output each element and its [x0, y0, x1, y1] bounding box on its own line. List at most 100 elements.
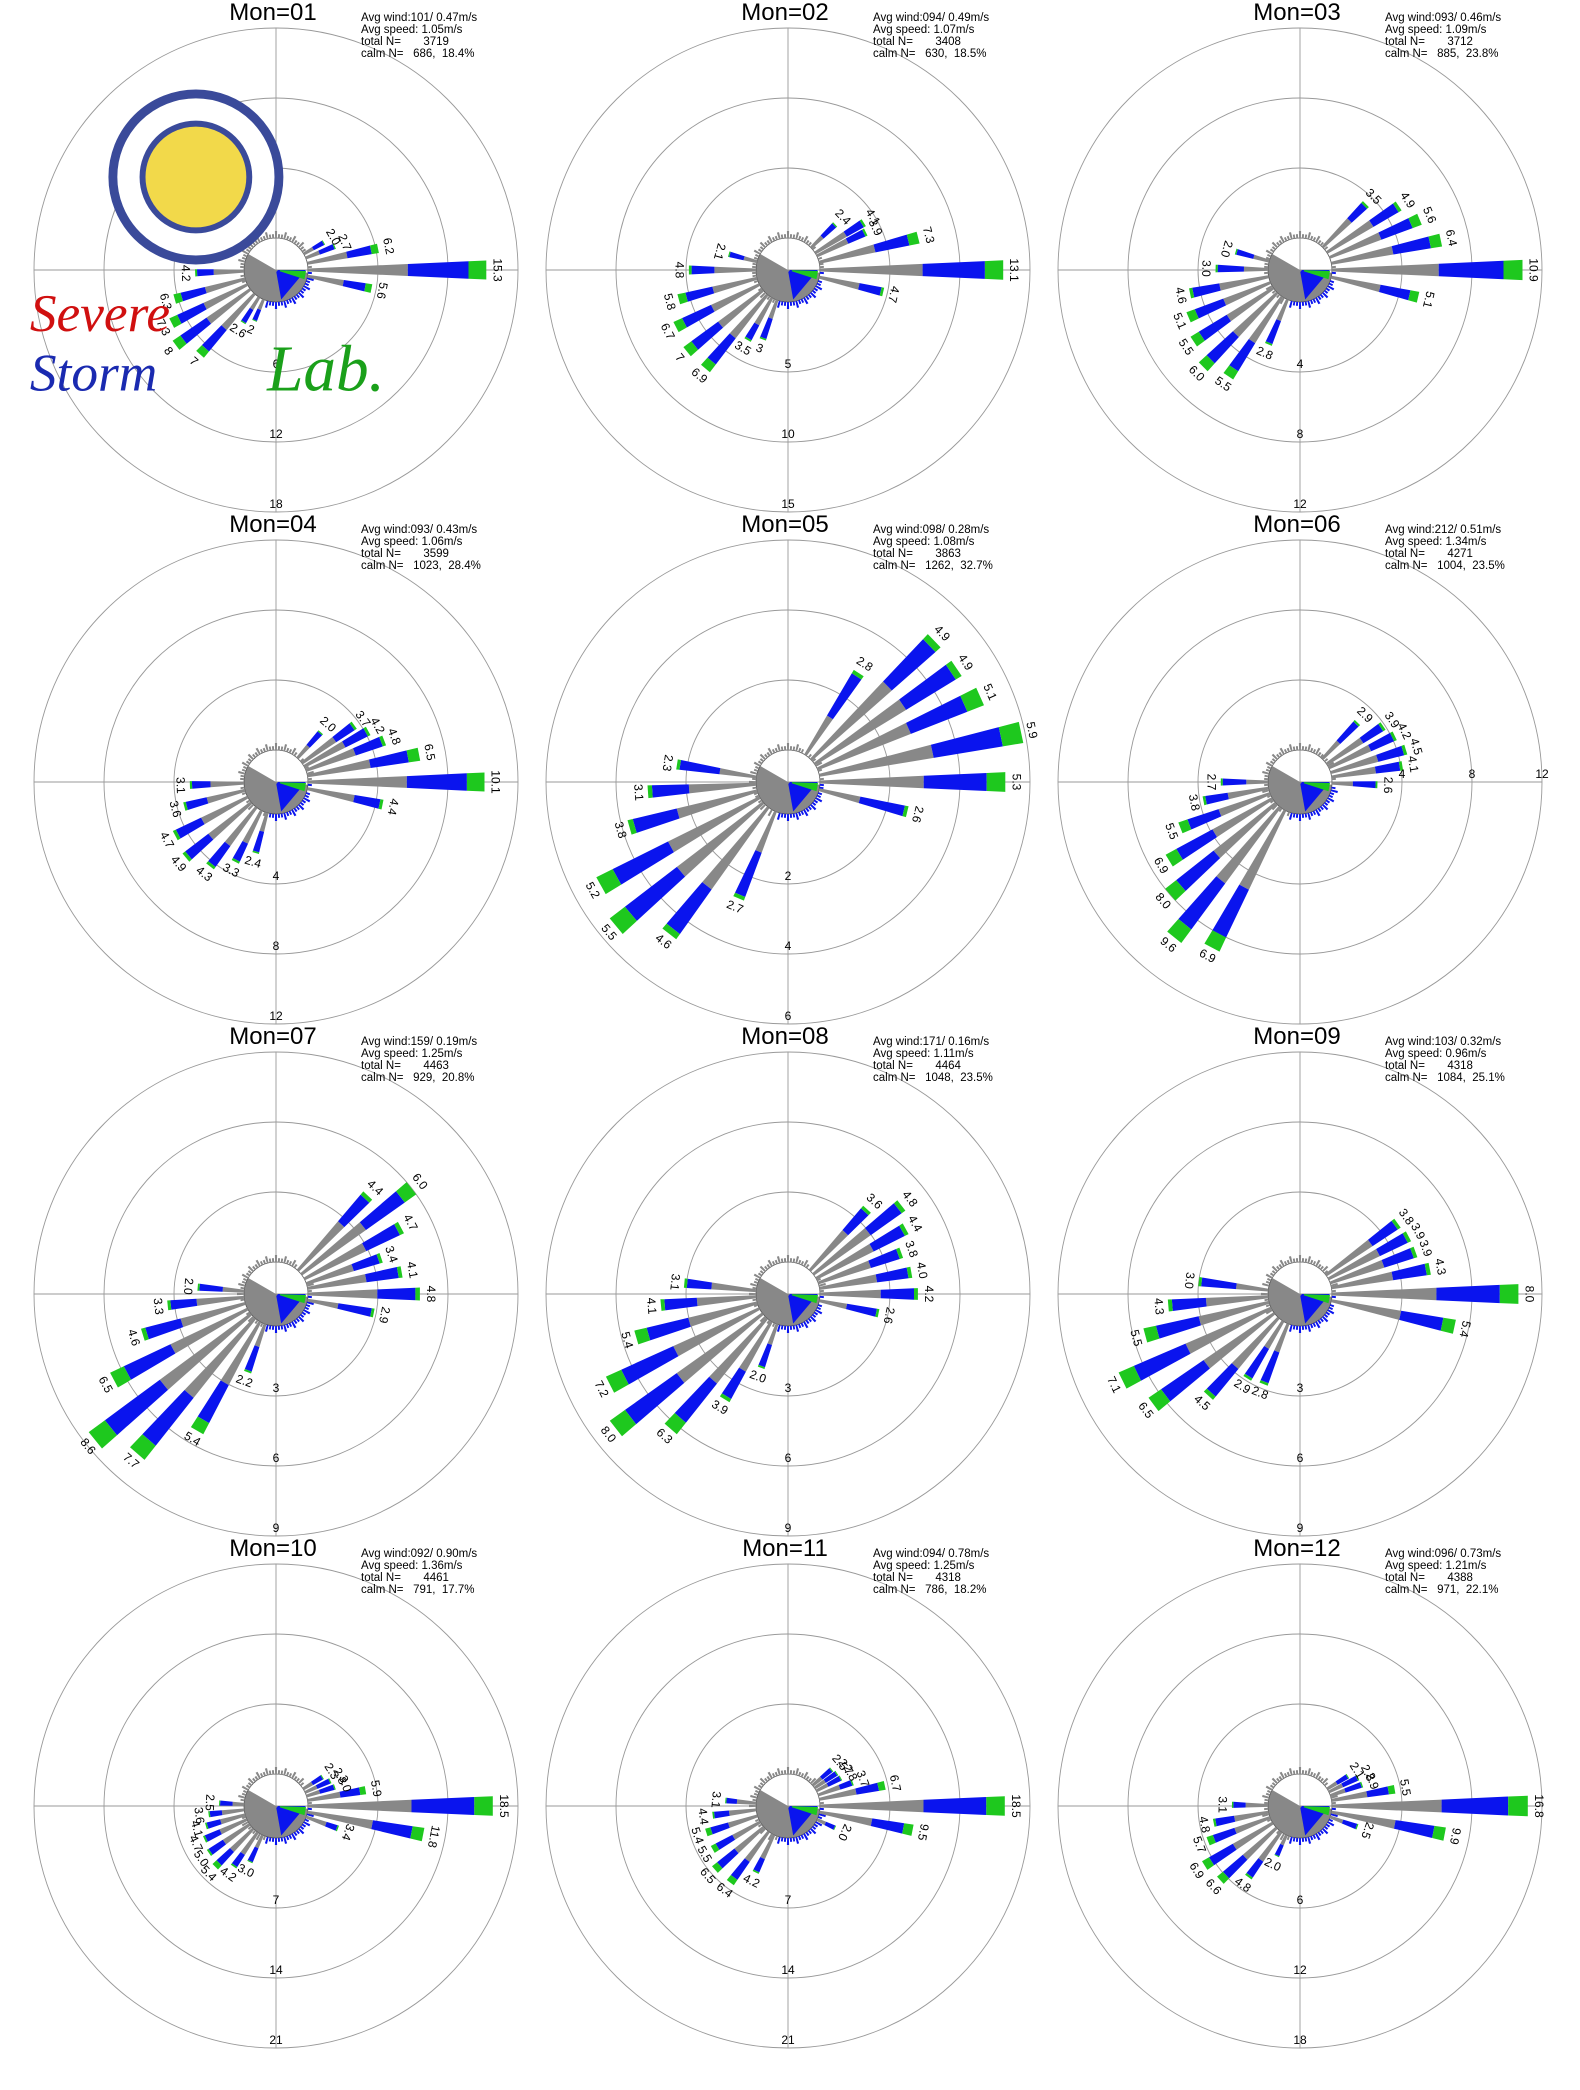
- minor-bar: [291, 1321, 297, 1329]
- wind-rose-svg: 4.84.13.44.76.04.42.92.25.47.78.66.54.63…: [33, 1051, 519, 1537]
- minor-bar: [1265, 1792, 1271, 1796]
- bar-segment-low: [819, 1810, 873, 1826]
- minor-bar: [1262, 770, 1270, 775]
- bar-value-label: 4.9: [955, 651, 976, 673]
- calm-speed-wedge: [788, 1294, 818, 1324]
- bar-segment-mid: [318, 244, 335, 255]
- minor-bar: [305, 280, 311, 284]
- minor-bar: [759, 241, 766, 248]
- bar-value-label: 5.4: [688, 1825, 707, 1846]
- bar-segment-high: [833, 1825, 837, 1831]
- minor-bar: [1265, 285, 1273, 291]
- bar-segment-mid: [180, 317, 212, 344]
- stats-block: Avg wind:212/ 0.51m/s Avg speed: 1.34m/s t…: [1385, 524, 1505, 572]
- minor-bar: [803, 809, 809, 817]
- minor-bar: [307, 783, 312, 787]
- minor-bar: [1310, 1835, 1314, 1841]
- wind-bar: [683, 289, 765, 357]
- wind-bar: [1259, 1323, 1290, 1386]
- minor-bar: [759, 1316, 766, 1323]
- wind-bar: [817, 1779, 854, 1797]
- calm-n-text: calm N= 971, 22.1%: [1385, 1584, 1499, 1596]
- minor-bar: [1292, 1837, 1296, 1842]
- bar-segment-mid: [855, 1782, 880, 1795]
- bar-value-label: 5.4: [618, 1330, 636, 1350]
- minor-bar: [753, 1273, 761, 1279]
- minor-bar: [240, 274, 245, 278]
- bar-segment-mid: [197, 269, 214, 277]
- minor-bar: [262, 1771, 266, 1777]
- ring-value-label: 8: [1297, 427, 1304, 441]
- bar-segment-high: [1206, 1835, 1216, 1846]
- ring-value-label: 8: [1469, 767, 1476, 781]
- minor-bar: [789, 301, 793, 306]
- bar-segment-high: [960, 687, 984, 712]
- minor-bar: [274, 1255, 278, 1262]
- wind-bar: [1202, 1821, 1274, 1870]
- minor-bar: [1267, 253, 1272, 258]
- minor-bar: [262, 1835, 266, 1841]
- bar-segment-low: [1245, 1802, 1269, 1808]
- minor-bar: [811, 246, 817, 251]
- bar-segment-mid: [691, 265, 715, 275]
- wind-bar: [719, 1320, 773, 1403]
- minor-bar: [795, 1836, 800, 1844]
- bar-segment-mid: [870, 1818, 905, 1834]
- bar-value-label: 6.4: [1443, 228, 1460, 248]
- minor-bar: [795, 1768, 800, 1776]
- minor-bar: [1292, 301, 1296, 306]
- minor-bar: [1315, 1771, 1321, 1779]
- wind-bar: [1328, 1775, 1360, 1794]
- bar-value-label: 4.0: [914, 1261, 931, 1280]
- minor-bar: [1279, 297, 1285, 305]
- avg-speed-text: Avg speed: 1.34m/s: [1385, 536, 1487, 548]
- bar-segment-high: [1198, 355, 1215, 372]
- minor-bar: [1264, 783, 1269, 787]
- bar-segment-high: [1245, 1873, 1253, 1880]
- bar-segment-high: [1503, 259, 1523, 281]
- bar-segment-mid: [707, 333, 736, 365]
- bar-segment-mid: [1133, 1343, 1191, 1381]
- minor-bar: [759, 753, 766, 760]
- minor-bar: [277, 1325, 281, 1330]
- minor-bar: [792, 234, 796, 239]
- bar-segment-low: [303, 741, 346, 768]
- bar-segment-mid: [377, 1287, 416, 1301]
- bar-segment-mid: [209, 1810, 223, 1818]
- bar-segment-low: [1329, 1788, 1346, 1797]
- bar-value-label: 4.8: [673, 262, 687, 279]
- bar-value-label: 3.8: [1186, 793, 1203, 812]
- calm-n-text: calm N= 686, 18.4%: [361, 48, 475, 60]
- wind-rose-svg: 16.89.95.52.52.92.82.12.04.86.66.95.74.8…: [1057, 1563, 1546, 2049]
- minor-bar: [274, 814, 278, 821]
- minor-bar: [245, 1272, 251, 1277]
- bar-segment-high: [195, 269, 198, 277]
- minor-bar: [268, 1837, 272, 1842]
- wind-bar: [197, 1283, 245, 1293]
- bar-segment-high: [1440, 1317, 1456, 1334]
- minor-bar: [252, 1829, 257, 1835]
- bar-segment-mid: [1206, 331, 1239, 364]
- minor-bar: [293, 1831, 298, 1837]
- minor-bar: [1307, 1836, 1312, 1844]
- minor-bar: [1331, 265, 1336, 269]
- bar-segment-high: [328, 1778, 332, 1784]
- minor-bar: [805, 1775, 810, 1781]
- minor-bar: [1279, 1771, 1285, 1779]
- wind-bar: [303, 726, 371, 768]
- bar-segment-low: [1219, 275, 1269, 291]
- minor-bar: [1307, 812, 1312, 820]
- bar-segment-mid: [208, 841, 231, 867]
- minor-bar: [241, 249, 249, 255]
- wind-bar: [1220, 778, 1268, 786]
- bar-value-label: 3.6: [864, 1190, 886, 1212]
- minor-bar: [805, 239, 810, 245]
- minor-bar: [759, 1782, 765, 1787]
- minor-bar: [1301, 1258, 1305, 1263]
- minor-bar: [1310, 1771, 1314, 1777]
- wind-bar: [169, 283, 249, 328]
- minor-bar: [1276, 241, 1281, 247]
- bar-segment-low: [1205, 1295, 1269, 1307]
- wind-bar: [307, 274, 373, 293]
- minor-bar: [1278, 1263, 1283, 1269]
